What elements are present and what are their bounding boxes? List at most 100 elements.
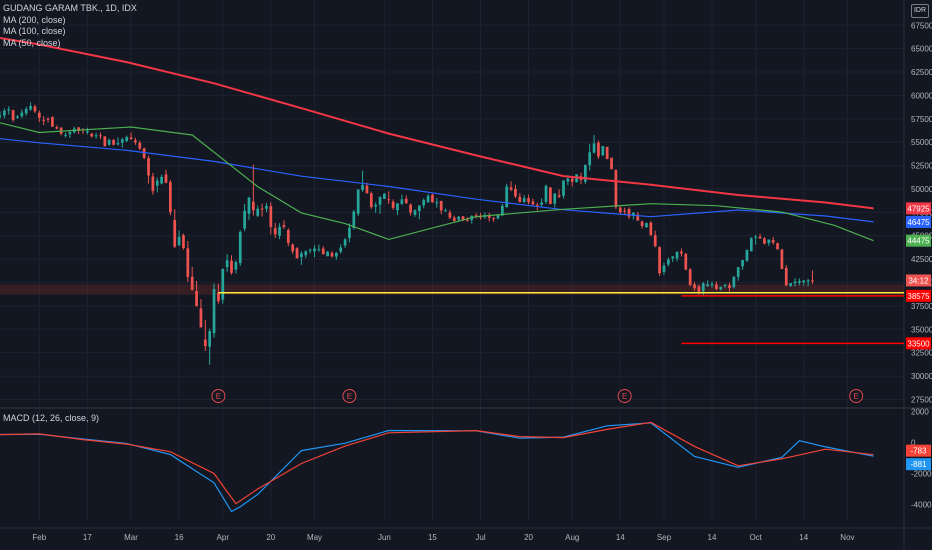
candle-body [339,247,343,252]
candle-body [487,214,491,218]
candle-body [522,198,526,202]
price-label-text: -783 [910,447,927,456]
candle-body [125,137,129,141]
time-tick-label: 17 [83,533,92,542]
macd-tick-label: 0 [911,439,916,448]
candle-body [461,216,465,220]
candle-body [409,204,412,213]
candle-body [732,276,736,288]
candle-body [400,199,404,204]
horizontal-levels[interactable] [218,292,904,345]
ma200-legend[interactable]: MA (200, close) [3,14,66,25]
candle-body [439,200,443,211]
symbol-title[interactable]: GUDANG GARAM TBK., 1D, IDX [3,3,137,13]
time-tick-label: May [307,533,322,542]
macd-legend[interactable]: MACD (12, 26, close, 9) [3,413,100,423]
price-label-text: 34:12 [908,276,929,285]
candle-body [710,283,714,286]
candle-body [614,169,618,208]
candle-body [457,216,461,220]
range-band [0,284,904,295]
candle-body [422,200,426,206]
candle-body [64,134,67,136]
candle-body [51,116,54,127]
price-label-box [906,458,931,471]
candle-body [317,249,321,251]
ma50-legend[interactable]: MA (50, close) [3,37,61,48]
candle-body [212,289,216,334]
candle-body [531,201,535,205]
candle-body [7,109,11,111]
candle-body [173,220,177,247]
candle-body [701,283,705,292]
candle-body [321,248,325,255]
candle-body [588,152,592,166]
candlestick-series [0,102,814,365]
time-tick-label: Nov [840,533,854,542]
ma-line [0,122,874,242]
candle-body [195,291,198,307]
candle-body [645,222,648,228]
candle-body [151,176,155,192]
candle-body [500,205,504,216]
time-tick-label: Mar [124,533,138,542]
candle-body [640,221,644,227]
candle-body [715,284,718,289]
candle-body [496,215,500,219]
price-tick-label: 55000 [911,138,932,147]
candle-body [623,210,627,212]
candle-body [112,139,115,145]
price-tick-label: 52500 [911,162,932,171]
moving-average-lines [0,37,874,242]
candle-body [0,115,2,118]
candle-body [164,174,168,183]
candle-body [352,211,356,228]
time-tick-label: Jun [378,533,391,542]
candle-body [186,248,190,277]
candle-body [29,105,32,110]
candle-body [557,195,561,197]
price-tick-label: 65000 [911,45,932,54]
price-tick-label: 67500 [911,21,932,30]
candle-body [549,187,552,205]
price-tick-label: 42500 [911,255,932,264]
earnings-marker-label: E [853,392,858,401]
candle-body [90,133,94,137]
candle-body [806,280,810,282]
price-label-box [906,215,931,228]
candle-body [610,157,613,170]
earnings-marker-label: E [622,392,627,401]
ma100-legend[interactable]: MA (100, close) [3,26,66,36]
price-label-text: 46475 [907,218,930,227]
candle-body [776,243,779,250]
candle-body [658,247,661,274]
candle-body [653,235,657,247]
candle-body [374,204,378,207]
candle-body [396,203,399,211]
candle-body [291,244,295,252]
candle-body [33,106,37,112]
time-tick-label: Apr [217,533,230,542]
candle-body [238,231,242,264]
candle-body [544,185,548,202]
candle-body [675,252,679,259]
candle-body [155,180,159,186]
price-tick-label: 62500 [911,68,932,77]
macd-tick-label: 2000 [911,408,929,417]
candle-body [391,201,395,208]
price-label-box [906,289,931,302]
time-tick-label: 20 [524,533,533,542]
candle-body [553,193,557,204]
price-tick-label: 60000 [911,91,932,100]
candle-body [142,148,146,158]
candle-body [758,236,762,239]
candle-body [247,197,251,214]
currency-badge[interactable]: IDR [911,4,929,18]
candle-body [387,199,391,201]
candle-body [736,267,740,277]
price-label-text: -881 [910,460,927,469]
candle-body [256,208,260,216]
candle-body [361,184,364,190]
